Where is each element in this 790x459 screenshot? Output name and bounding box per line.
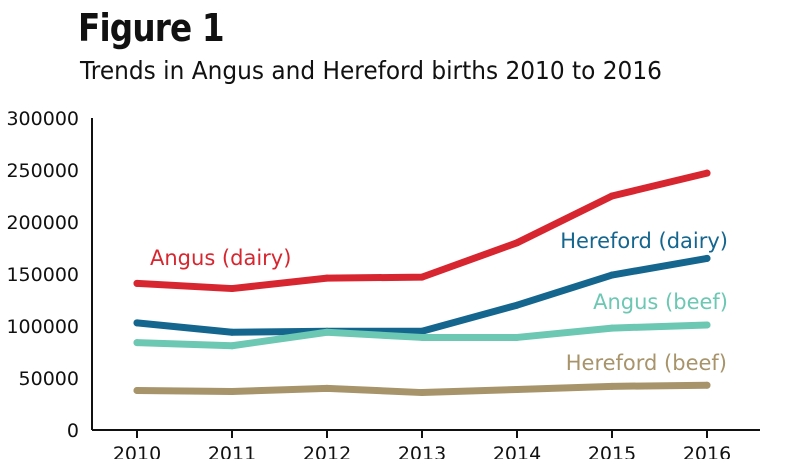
data-point <box>228 342 236 350</box>
y-tick-label: 100000 <box>6 316 79 338</box>
data-point <box>608 324 616 332</box>
data-point <box>418 333 426 341</box>
data-point <box>608 271 616 279</box>
figure-label: Figure 1 <box>78 6 225 50</box>
data-point <box>228 388 236 396</box>
data-point <box>418 273 426 281</box>
series-label: Angus (beef) <box>593 290 728 314</box>
data-point <box>418 389 426 397</box>
data-point <box>608 382 616 390</box>
y-tick-label: 150000 <box>6 264 79 286</box>
data-point <box>228 328 236 336</box>
series-labels: Angus (dairy) Hereford (dairy) Angus (beef… <box>150 229 728 375</box>
y-tick-label: 300000 <box>6 108 79 130</box>
data-point <box>133 386 141 394</box>
series-label: Hereford (dairy) <box>560 229 728 253</box>
data-point <box>703 381 711 389</box>
data-point <box>418 327 426 335</box>
x-tick-label: 2015 <box>588 443 636 459</box>
x-tick-label: 2016 <box>683 443 731 459</box>
data-point <box>513 333 521 341</box>
data-point <box>323 384 331 392</box>
chart-title: Trends in Angus and Hereford births 2010… <box>80 56 662 85</box>
x-tick-label: 2011 <box>208 443 256 459</box>
series-label: Angus (dairy) <box>150 246 291 270</box>
data-point <box>228 285 236 293</box>
y-tick-label: 200000 <box>6 212 79 234</box>
data-point <box>133 279 141 287</box>
data-point <box>323 274 331 282</box>
data-point <box>323 328 331 336</box>
series-label: Hereford (beef) <box>566 351 727 375</box>
y-tick-label: 0 <box>67 420 79 442</box>
data-point <box>608 192 616 200</box>
series-layer <box>133 169 711 397</box>
axes: 300000 250000 200000 150000 100000 50000 0 2010… <box>6 108 760 459</box>
x-tick-label: 2014 <box>493 443 541 459</box>
data-point <box>133 339 141 347</box>
y-tick-label: 50000 <box>19 368 79 390</box>
data-point <box>703 169 711 177</box>
x-tick-label: 2010 <box>113 443 161 459</box>
data-point <box>703 254 711 262</box>
data-point <box>133 319 141 327</box>
x-tick-label: 2013 <box>398 443 446 459</box>
y-tick-label: 250000 <box>6 160 79 182</box>
x-tick-label: 2012 <box>303 443 351 459</box>
data-point <box>513 239 521 247</box>
data-point <box>703 321 711 329</box>
data-point <box>513 385 521 393</box>
data-point <box>513 301 521 309</box>
